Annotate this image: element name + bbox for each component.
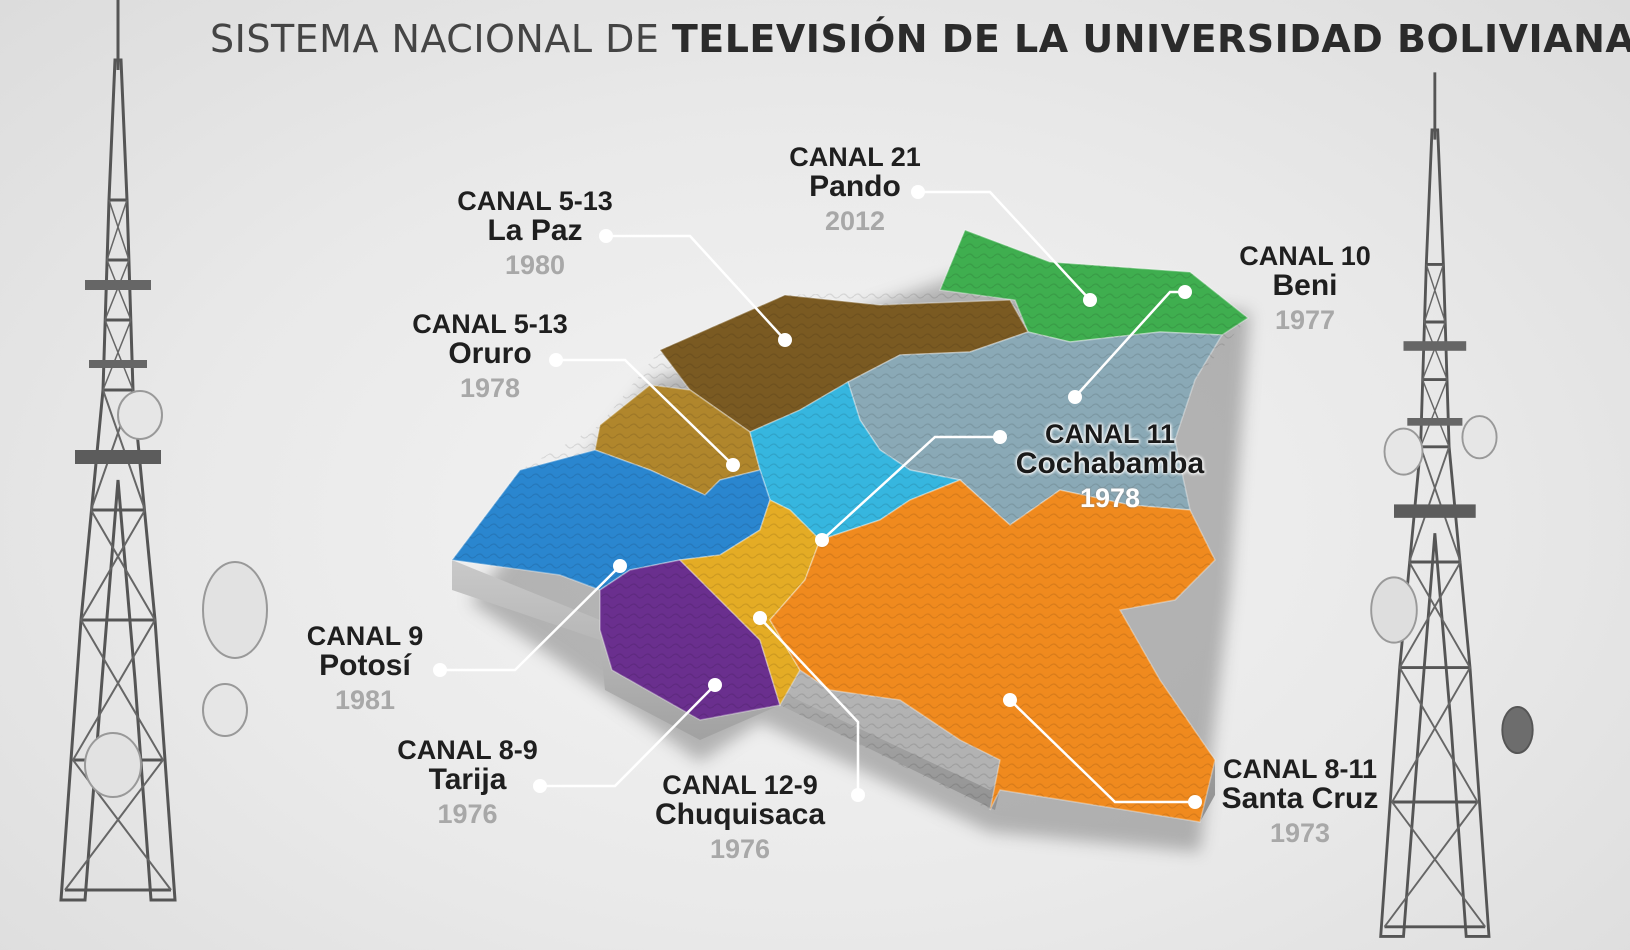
- leader-santacruz: [1009, 699, 1195, 804]
- title-bold: TELEVISIÓN DE LA UNIVERSIDAD BOLIVIANA: [671, 17, 1630, 61]
- channel: CANAL 5-13: [457, 186, 613, 216]
- marker-potosi[interactable]: [613, 559, 627, 573]
- channel: CANAL 11: [1044, 419, 1176, 449]
- channel: CANAL 8-9: [397, 735, 538, 765]
- terrain-texture: [452, 230, 1248, 822]
- department: La Paz: [487, 214, 583, 248]
- transmission-tower-right: [1370, 70, 1534, 938]
- marker-beni[interactable]: [1068, 390, 1082, 404]
- leader-potosi: [440, 565, 621, 672]
- station-label-chuquisaca: CANAL 12-9 Chuquisaca 1976: [645, 770, 835, 864]
- marker-cochabamba[interactable]: [815, 533, 829, 547]
- marker-chuquisaca[interactable]: [753, 611, 767, 625]
- department: Tarija: [428, 763, 507, 797]
- station-markers: [433, 185, 1202, 809]
- channel: CANAL 8-11: [1222, 754, 1378, 784]
- department: Potosí: [319, 649, 411, 683]
- department: Pando: [809, 170, 901, 204]
- marker-santacruz[interactable]: [1003, 693, 1017, 707]
- leader-oruro: [556, 358, 734, 466]
- marker-tarija[interactable]: [708, 678, 722, 692]
- satellite-dish-icon: [84, 390, 268, 798]
- marker-lapaz[interactable]: [778, 333, 792, 347]
- year: 1980: [504, 249, 566, 280]
- year: 2012: [824, 205, 886, 236]
- year: 1978: [459, 372, 521, 403]
- label-dot-beni: [1178, 285, 1192, 299]
- station-label-santacruz: CANAL 8-11 Santa Cruz 1973: [1210, 754, 1390, 848]
- channel: CANAL 21: [789, 142, 921, 172]
- leader-chuquisaca: [759, 617, 860, 795]
- department: Cochabamba: [1015, 447, 1205, 481]
- title-light: SISTEMA NACIONAL DE: [210, 17, 660, 61]
- station-label-pando: CANAL 21 Pando 2012: [770, 142, 940, 236]
- label-dot-lapaz: [599, 229, 613, 243]
- station-label-cochabamba: CANAL 11 Cochabamba 1978: [1015, 419, 1205, 513]
- leader-pando: [918, 190, 1091, 301]
- label-dot-pando: [911, 185, 925, 199]
- bolivia-map: [450, 229, 1250, 823]
- station-label-oruro: CANAL 5-13 Oruro 1978: [405, 309, 575, 403]
- marker-oruro[interactable]: [726, 458, 740, 472]
- leader-lapaz: [606, 234, 786, 341]
- label-dot-potosi: [433, 663, 447, 677]
- department: Oruro: [448, 337, 532, 371]
- station-label-tarija: CANAL 8-9 Tarija 1976: [390, 735, 545, 829]
- station-label-beni: CANAL 10 Beni 1977: [1225, 241, 1385, 335]
- year: 1976: [709, 833, 771, 864]
- year: 1973: [1269, 817, 1331, 848]
- year: 1981: [334, 684, 396, 715]
- station-label-lapaz: CANAL 5-13 La Paz 1980: [450, 186, 620, 280]
- label-dot-santacruz: [1188, 795, 1202, 809]
- marker-pando[interactable]: [1083, 293, 1097, 307]
- department: Chuquisaca: [654, 798, 826, 832]
- year: 1977: [1274, 304, 1336, 335]
- leader-cochabamba: [821, 435, 1000, 541]
- channel: CANAL 9: [306, 621, 424, 651]
- label-dot-oruro: [549, 353, 563, 367]
- department: Beni: [1272, 269, 1338, 303]
- label-dot-tarija: [533, 779, 547, 793]
- page-title: SISTEMA NACIONAL DE TELEVISIÓN DE LA UNI…: [210, 14, 1630, 63]
- year: 1978: [1079, 482, 1141, 513]
- station-label-potosi: CANAL 9 Potosí 1981: [290, 621, 440, 715]
- label-dot-cochabamba: [993, 430, 1007, 444]
- year: 1976: [437, 798, 498, 829]
- transmission-tower-left: [59, 0, 268, 902]
- leader-tarija: [540, 684, 716, 788]
- label-dot-chuquisaca: [851, 788, 865, 802]
- channel: CANAL 10: [1239, 241, 1371, 271]
- channel: CANAL 5-13: [412, 309, 568, 339]
- channel: CANAL 12-9: [662, 770, 818, 800]
- satellite-dish-icon: [1370, 415, 1534, 755]
- department: Santa Cruz: [1221, 782, 1379, 816]
